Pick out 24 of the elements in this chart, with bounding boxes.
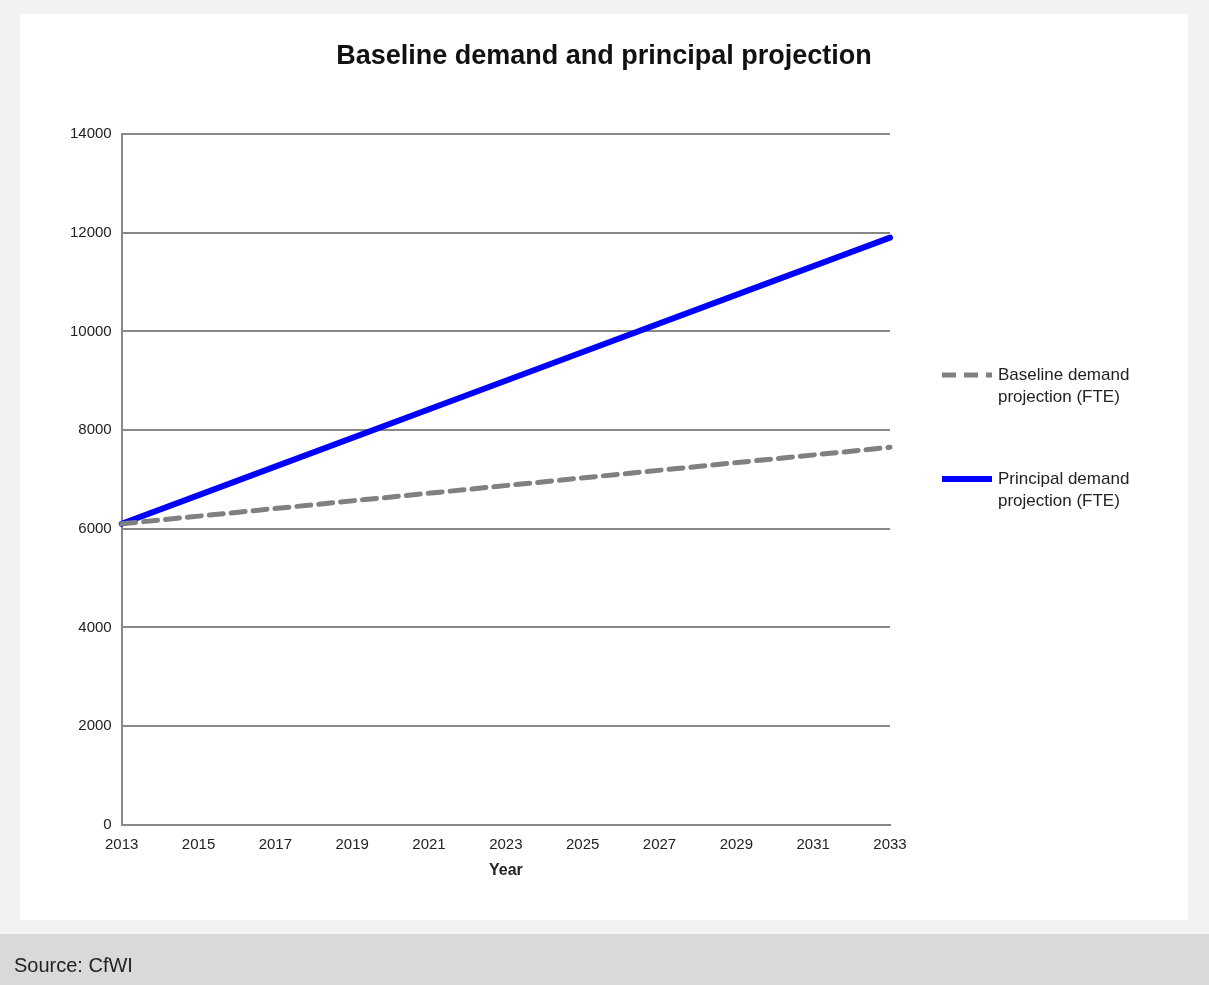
x-tick-label: 2023 xyxy=(489,834,523,852)
x-tick-label: 2017 xyxy=(258,834,293,852)
x-tick-label: 2031 xyxy=(796,834,830,852)
y-tick-label: 0 xyxy=(103,814,112,832)
y-tick-label: 14000 xyxy=(69,124,112,142)
x-axis-title: Year xyxy=(488,860,523,878)
legend-label: Principal demand projection (FTE) xyxy=(998,468,1131,512)
y-tick-label: 12000 xyxy=(69,222,112,240)
x-tick-label: 2027 xyxy=(642,834,677,852)
x-tick-label: 2033 xyxy=(873,834,907,852)
y-tick-label: 8000 xyxy=(78,420,112,438)
x-tick-label: 2019 xyxy=(335,834,369,852)
x-tick-label: 2013 xyxy=(105,834,139,852)
x-tick-label: 2021 xyxy=(412,834,446,852)
x-tick-label: 2015 xyxy=(181,834,216,852)
source-note: Source: CfWI xyxy=(14,954,133,977)
x-tick-label: 2029 xyxy=(719,834,754,852)
legend-label: Baseline demand projection (FTE) xyxy=(998,364,1131,408)
y-tick-label: 2000 xyxy=(78,716,112,734)
chart-title: Baseline demand and principal projection xyxy=(335,40,873,71)
x-tick-label: 2025 xyxy=(566,834,600,852)
y-tick-label: 4000 xyxy=(78,617,112,635)
y-tick-label: 6000 xyxy=(78,518,112,536)
y-tick-label: 10000 xyxy=(69,321,112,339)
